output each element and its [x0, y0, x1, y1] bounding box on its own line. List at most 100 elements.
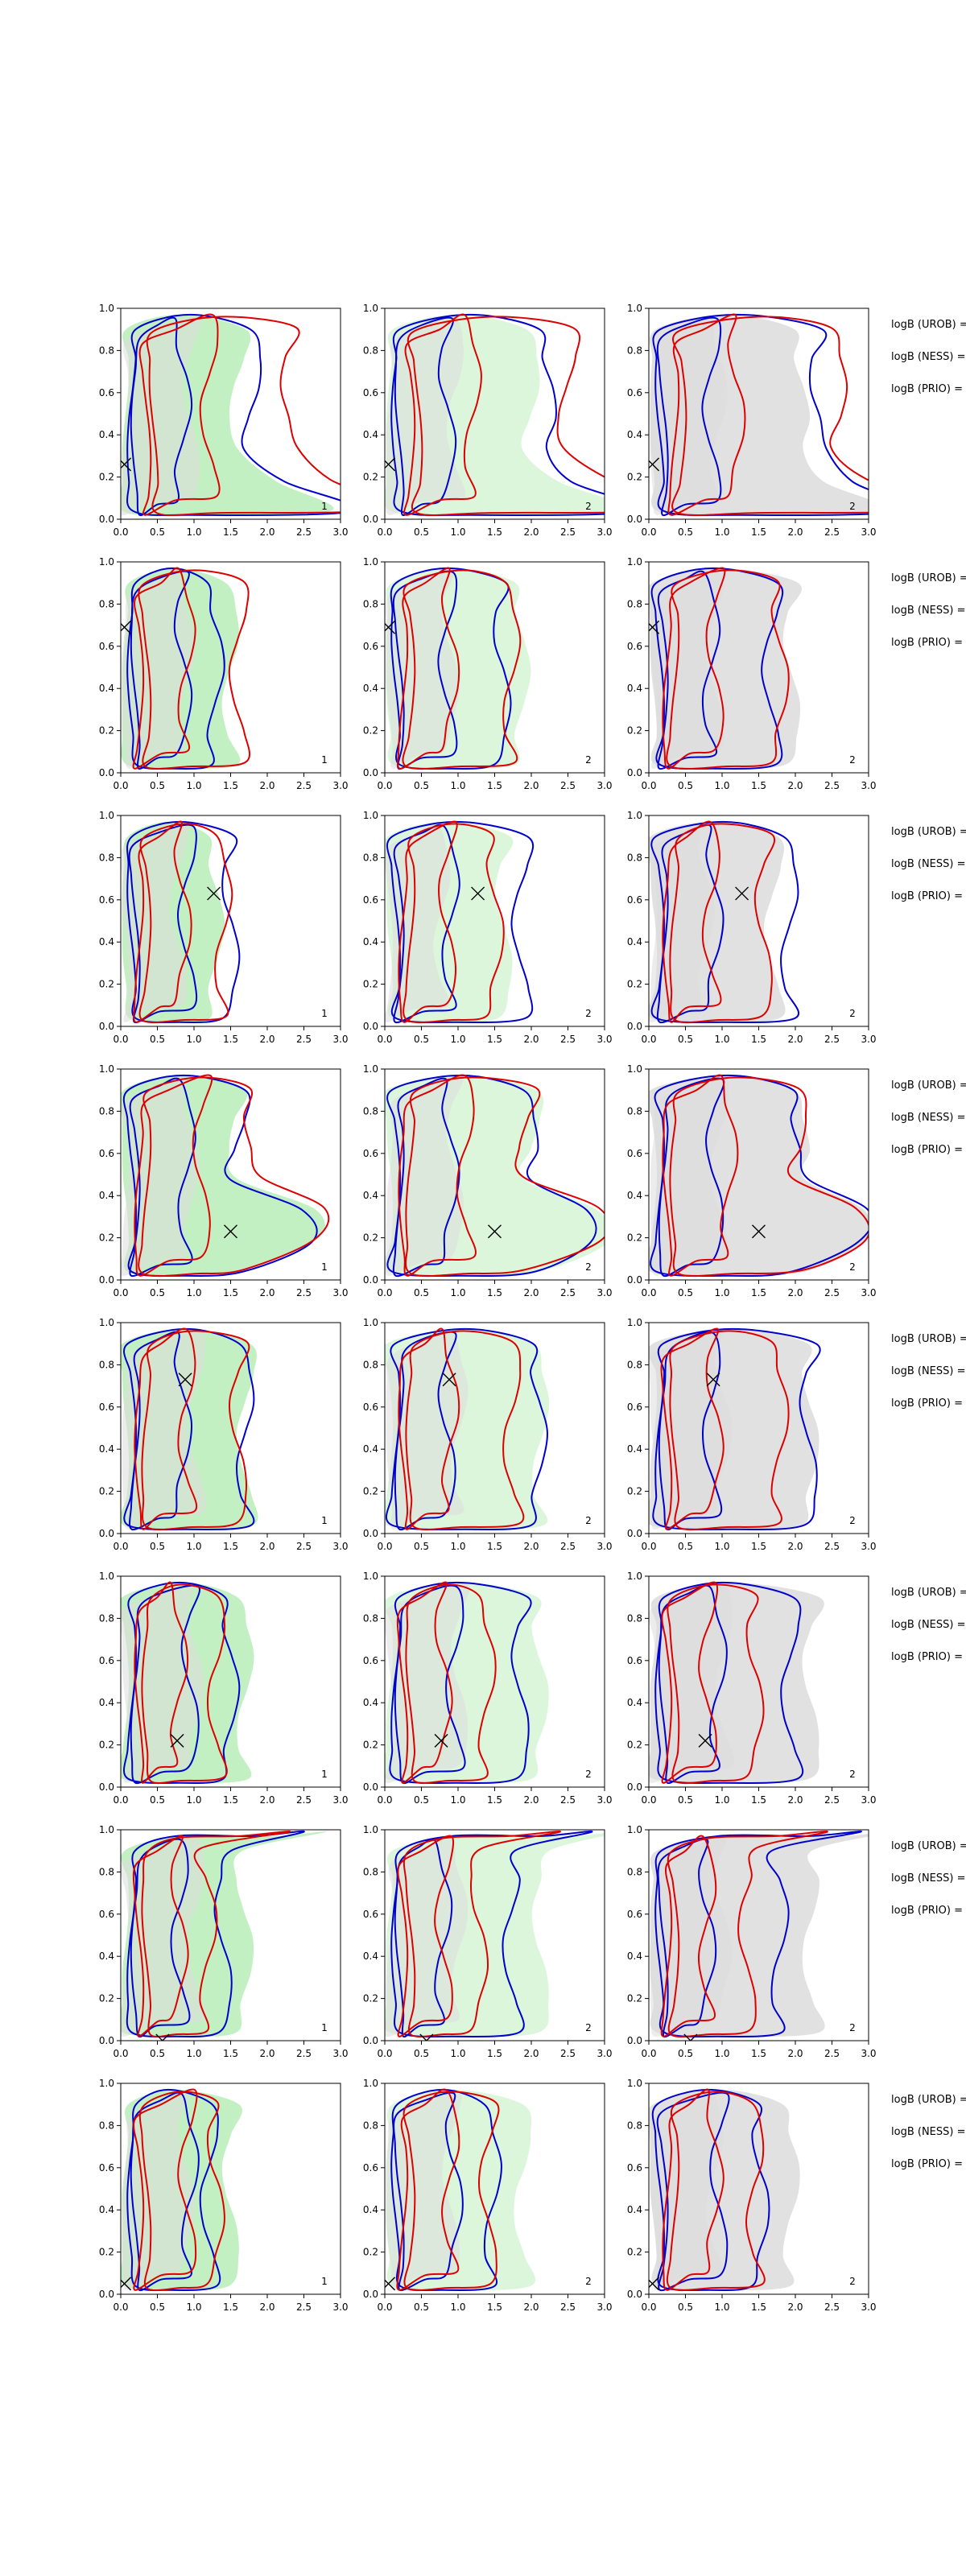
x-tick-label: 0.0 — [113, 2048, 128, 2059]
y-tick-label: 0.2 — [99, 1993, 114, 2004]
red-contour-outer — [141, 1831, 291, 2038]
x-tick-label: 2.5 — [296, 1794, 312, 1806]
blue-contour-inner — [128, 824, 198, 1024]
x-tick-label: 1.0 — [186, 526, 201, 538]
panel-corner-label: 2 — [585, 501, 592, 512]
x-marker — [752, 1224, 766, 1239]
y-tick-label: 0.4 — [99, 1697, 114, 1708]
x-tick-label: 1.0 — [714, 526, 729, 538]
blue-contour-outer — [386, 820, 535, 1023]
blue-contour-outer — [652, 1327, 821, 1530]
x-tick-label: 0.0 — [113, 1034, 128, 1045]
x-tick-label: 2.5 — [824, 780, 840, 791]
x-marker — [385, 457, 396, 472]
x-tick-label: 1.5 — [223, 780, 238, 791]
panel-r6-c2: 0.0 0.5 1.0 1.5 2.0 2.5 3.0 0.0 0.2 0.4 0.6 0.8 1.0 2 — [363, 1571, 613, 1806]
x-tick-label: 2.0 — [523, 780, 539, 791]
y-tick-label: 0.8 — [363, 345, 378, 356]
x-marker — [471, 886, 485, 901]
panel-r4-c3: 0.0 0.5 1.0 1.5 2.0 2.5 3.0 0.0 0.2 0.4 0.6 0.8 1.0 2 — [627, 1063, 877, 1298]
x-tick-label: 0.0 — [377, 2301, 392, 2313]
x-tick-label: 3.0 — [332, 2301, 348, 2313]
y-tick-label: 0.8 — [363, 598, 378, 609]
x-marker — [488, 1224, 502, 1239]
x-tick-label: 3.0 — [861, 1541, 876, 1552]
x-tick-label: 0.5 — [678, 780, 693, 791]
red-contour-inner — [662, 820, 722, 1023]
x-tick-label: 1.0 — [450, 2048, 465, 2059]
y-tick-label: 1.0 — [363, 1571, 378, 1582]
x-tick-label: 1.0 — [450, 1794, 465, 1806]
density-core-fill — [649, 1330, 733, 1530]
red-contour-inner — [396, 1581, 453, 1784]
x-tick-label: 3.0 — [861, 2301, 876, 2313]
blue-contour-outer — [654, 1581, 804, 1784]
blue-contour-inner — [658, 1584, 728, 1785]
y-tick-label: 0.8 — [363, 2120, 378, 2131]
x-marker — [385, 2277, 396, 2291]
y-tick-label: 1.0 — [363, 556, 378, 568]
panel-r1-c1: 0.0 0.5 1.0 1.5 2.0 2.5 3.0 0.0 0.2 0.4 0.6 0.8 1.0 1 — [99, 303, 349, 538]
x-tick-label: 0.5 — [414, 1034, 429, 1045]
side-label: logB (PRIO) = — [891, 2158, 963, 2170]
x-tick-label: 3.0 — [597, 2048, 612, 2059]
x-tick-label: 0.0 — [641, 526, 656, 538]
blue-contour-outer — [126, 313, 341, 516]
side-label: logB (UROB) = — [891, 319, 966, 331]
red-contour-outer — [138, 569, 251, 770]
side-label: logB (NESS) = — [891, 351, 965, 363]
density-core-fill — [649, 2091, 724, 2290]
blue-contour-inner — [394, 1838, 453, 2038]
y-tick-label: 0.4 — [363, 1951, 378, 1962]
x-tick-label: 2.5 — [824, 1287, 840, 1298]
panel-r7-c1: 0.0 0.5 1.0 1.5 2.0 2.5 3.0 0.0 0.2 0.4 0.6 0.8 1.0 1 — [99, 1824, 349, 2059]
x-tick-label: 0.5 — [414, 1287, 429, 1298]
x-tick-label: 2.0 — [259, 2301, 275, 2313]
y-tick-label: 0.6 — [363, 2162, 378, 2174]
x-tick-label: 3.0 — [861, 526, 876, 538]
panel-r7-c3: 0.0 0.5 1.0 1.5 2.0 2.5 3.0 0.0 0.2 0.4 0.6 0.8 1.0 2 — [627, 1824, 877, 2059]
panel-corner-label: 2 — [585, 1261, 592, 1273]
side-label: logB (UROB) = — [891, 572, 966, 584]
blue-contour-inner — [130, 2091, 200, 2292]
red-contour-outer — [669, 1076, 869, 1278]
y-tick-label: 0.4 — [99, 1190, 114, 1201]
blue-contour-inner — [394, 1331, 457, 1531]
panel-r3-c1: 0.0 0.5 1.0 1.5 2.0 2.5 3.0 0.0 0.2 0.4 0.6 0.8 1.0 1 — [99, 810, 349, 1045]
x-tick-label: 3.0 — [597, 1287, 612, 1298]
y-tick-label: 0.2 — [99, 1740, 114, 1751]
y-tick-label: 1.0 — [627, 810, 642, 821]
y-tick-label: 1.0 — [99, 2078, 114, 2089]
x-tick-label: 2.0 — [787, 1034, 803, 1045]
x-tick-label: 3.0 — [861, 780, 876, 791]
x-tick-label: 0.5 — [678, 1287, 693, 1298]
y-tick-label: 0.4 — [99, 1951, 114, 1962]
blue-contour-inner — [393, 824, 460, 1024]
y-tick-label: 0.4 — [99, 2204, 114, 2215]
y-tick-label: 0.2 — [627, 725, 642, 737]
y-tick-label: 0.6 — [363, 1655, 378, 1666]
y-tick-label: 0.0 — [627, 1528, 642, 1539]
y-tick-label: 0.2 — [363, 1486, 378, 1497]
x-tick-label: 3.0 — [597, 780, 612, 791]
blue-contour-outer — [126, 567, 225, 770]
x-tick-label: 2.5 — [824, 1541, 840, 1552]
panel-r1-c2: 0.0 0.5 1.0 1.5 2.0 2.5 3.0 0.0 0.2 0.4 0.6 0.8 1.0 2 — [363, 303, 613, 538]
y-tick-label: 1.0 — [363, 1063, 378, 1075]
panel-corner-label: 1 — [321, 1769, 328, 1780]
x-tick-label: 2.0 — [523, 2048, 539, 2059]
x-tick-label: 1.5 — [223, 1034, 238, 1045]
x-marker — [385, 620, 396, 634]
density-core-fill — [650, 1837, 733, 2037]
x-marker — [683, 2033, 698, 2041]
y-tick-label: 0.2 — [627, 1486, 642, 1497]
side-label: logB (UROB) = — [891, 1840, 966, 1852]
y-tick-label: 0.6 — [363, 1148, 378, 1159]
y-tick-label: 0.0 — [363, 2289, 378, 2300]
x-tick-label: 0.0 — [113, 1541, 128, 1552]
red-contour-inner — [134, 1327, 198, 1530]
y-tick-label: 0.8 — [627, 852, 642, 863]
y-tick-label: 0.8 — [99, 598, 114, 609]
y-tick-label: 0.6 — [363, 387, 378, 398]
y-tick-label: 0.4 — [99, 683, 114, 694]
